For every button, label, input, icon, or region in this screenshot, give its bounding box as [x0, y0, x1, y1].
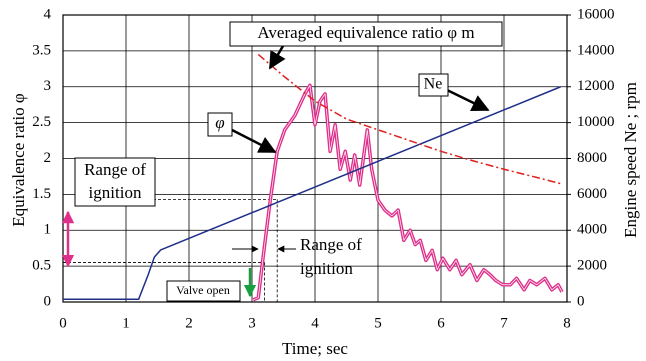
box: [418, 73, 449, 97]
y-tick-label: 2.5: [32, 114, 51, 130]
plot-frame: [62, 14, 568, 303]
arrow: [268, 45, 286, 70]
x-tick-label: 4: [311, 315, 319, 331]
range-label: ignition: [300, 259, 353, 278]
plot-area: 0 1 2 3 4 5 6 7 800.511.522.533.5402000400060008…: [32, 6, 614, 331]
y-tick-label: 1: [44, 222, 52, 238]
arrow: [446, 88, 490, 112]
box: [166, 280, 241, 302]
y2-tick-label: 0: [577, 293, 585, 309]
y-tick-label: 2: [44, 150, 52, 166]
range-label: ignition: [89, 183, 142, 202]
y2-tick-label: 6000: [577, 186, 607, 202]
box: [207, 112, 233, 137]
box: [229, 21, 503, 47]
range-label: Range of: [84, 160, 146, 179]
series-line: [63, 86, 561, 301]
y-tick-label: 3: [44, 78, 52, 94]
valve-label: Valve open: [176, 283, 230, 297]
avg-label: Averaged equivalence ratio φ m: [257, 23, 474, 42]
y-tick-label: 0.5: [32, 258, 51, 274]
y-tick-label: 0: [44, 293, 52, 309]
x-tick-label: 3: [248, 315, 256, 331]
y-tick-label: 1.5: [32, 186, 51, 202]
x-axis-title: Time; sec: [282, 339, 348, 358]
y2-tick-label: 14000: [577, 42, 615, 58]
phi-label: φ: [215, 113, 224, 132]
y2-tick-label: 12000: [577, 78, 615, 94]
y2-tick-label: 4000: [577, 222, 607, 238]
y-tick-label: 4: [44, 6, 52, 22]
range-label: Range of: [300, 235, 362, 254]
y-axis-title: Equivalence ratio φ: [9, 93, 28, 227]
box: [74, 157, 156, 207]
x-tick-label: 8: [563, 315, 571, 331]
series-line: [257, 53, 561, 185]
y2-axis-title: Engine speed Ne ; rpm: [621, 82, 640, 238]
x-tick-label: 0: [59, 315, 67, 331]
x-tick-label: 5: [374, 315, 382, 331]
y2-tick-label: 2000: [577, 258, 607, 274]
ne-label: Ne: [424, 76, 443, 93]
y2-tick-label: 16000: [577, 6, 615, 22]
y2-tick-label: 8000: [577, 150, 607, 166]
x-tick-label: 2: [185, 315, 193, 331]
x-tick-label: 7: [500, 315, 508, 331]
y-tick-label: 3.5: [32, 42, 51, 58]
x-tick-label: 6: [437, 315, 445, 331]
x-tick-label: 1: [122, 315, 130, 331]
y2-tick-label: 10000: [577, 114, 615, 130]
arrow: [231, 128, 277, 154]
annotations: Averaged equivalence ratio φ m Ne φ Rang…: [61, 21, 503, 302]
